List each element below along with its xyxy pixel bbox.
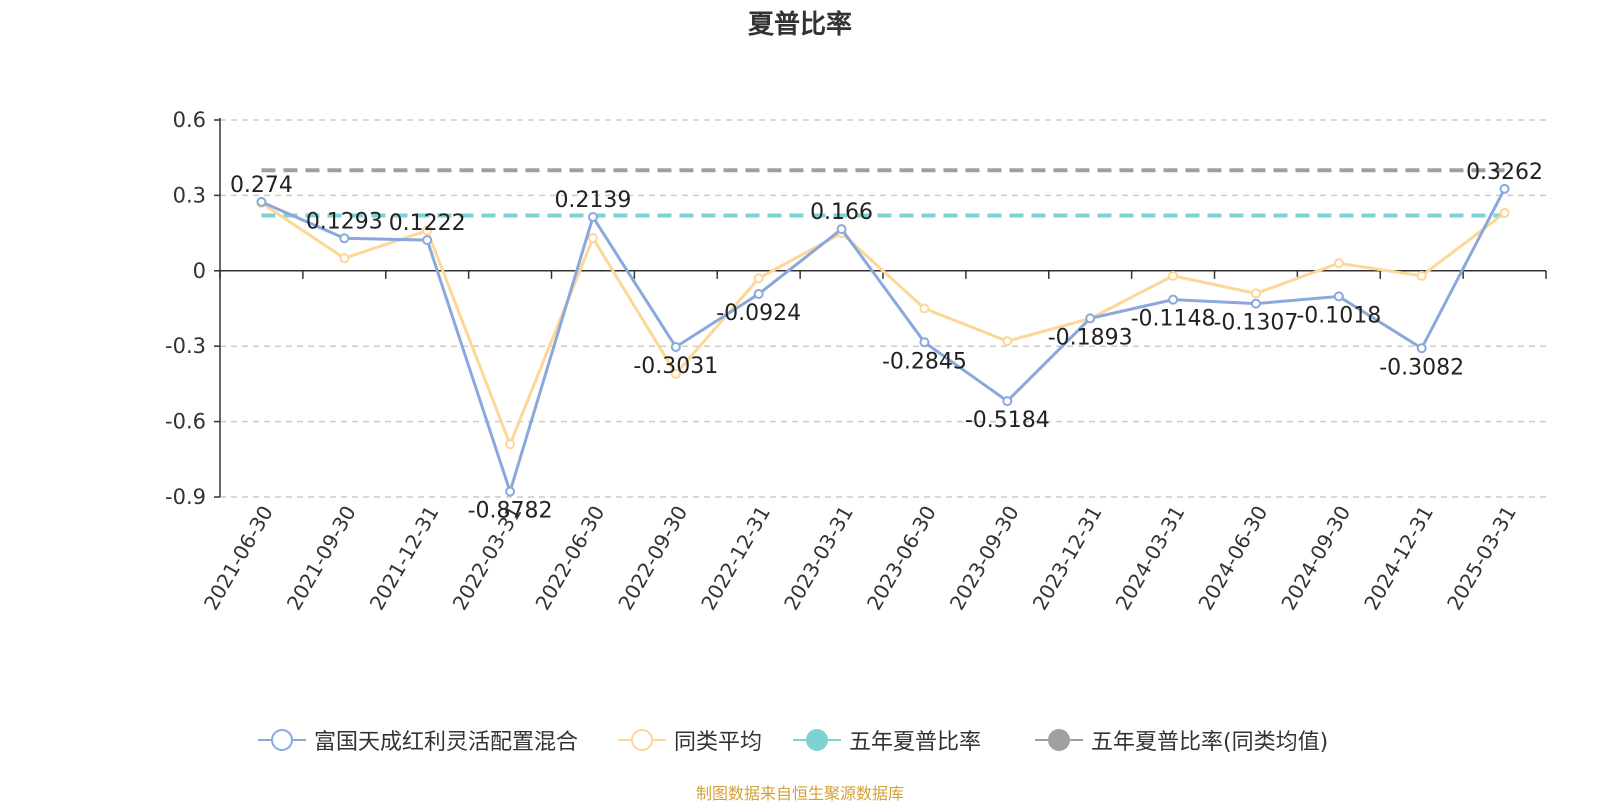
fund-point: [1250, 298, 1261, 309]
y-tick-label: 0: [193, 259, 206, 283]
x-tick-label: 2024-06-30: [1193, 502, 1272, 615]
y-tick-label: -0.3: [165, 334, 206, 358]
fund-point: [587, 212, 598, 223]
fund-point: [1085, 313, 1096, 324]
y-tick-label: -0.9: [165, 485, 206, 509]
peer-average-point: [1416, 270, 1427, 281]
legend: 富国天成红利灵活配置混合 同类平均 五年夏普比率 五年夏普比率(同类均值): [0, 720, 1600, 760]
legend-label-peer-average: 同类平均: [674, 730, 763, 755]
data-label: 0.166: [810, 200, 873, 225]
data-label: -0.5184: [965, 408, 1050, 433]
series-line-fund: [260, 188, 1506, 497]
legend-label-five-year-sharpe-peer: 五年夏普比率(同类均值): [1091, 730, 1329, 755]
peer-average-point: [505, 439, 516, 450]
data-label: -0.1018: [1296, 303, 1381, 328]
fund-point: [422, 235, 433, 246]
fund-point: [339, 233, 350, 244]
data-label: -0.2845: [882, 349, 967, 374]
source-note: 制图数据来自恒生聚源数据库: [695, 784, 904, 803]
fund-point: [753, 289, 764, 300]
x-tick-label: 2021-06-30: [199, 502, 278, 615]
x-tick-label: 2023-12-31: [1028, 502, 1107, 615]
legend-item-fund[interactable]: 富国天成红利灵活配置混合: [258, 720, 578, 760]
legend-item-peer-average[interactable]: 同类平均: [618, 720, 762, 760]
x-tick-label: 2023-09-30: [945, 502, 1024, 615]
data-label: 0.274: [230, 173, 293, 198]
fund-point: [919, 337, 930, 348]
fund-point: [670, 341, 681, 352]
fund-point: [505, 486, 516, 497]
x-tick-label: 2021-09-30: [282, 502, 361, 615]
peer-average-point: [422, 225, 433, 236]
x-tick-label: 2024-12-31: [1359, 502, 1438, 615]
data-label: -0.1893: [1048, 325, 1133, 350]
data-label: -0.0924: [716, 301, 801, 326]
series-line-peer-average: [260, 201, 1506, 449]
fund-point: [1333, 291, 1344, 302]
data-label: -0.3082: [1379, 355, 1464, 380]
peer-average-point: [919, 303, 930, 314]
x-tick-label: 2023-03-31: [779, 502, 858, 615]
data-label: -0.1148: [1131, 307, 1216, 332]
data-label: 0.2139: [554, 188, 631, 213]
y-tick-label: -0.6: [165, 410, 206, 434]
y-tick-label: 0.3: [173, 183, 206, 207]
fund-point: [1002, 396, 1013, 407]
data-label: 0.1222: [389, 211, 466, 236]
peer-average-point: [753, 273, 764, 284]
y-tick-label: 0.6: [173, 108, 206, 132]
x-tick-label: 2022-09-30: [613, 502, 692, 615]
legend-item-five-year-sharpe-peer[interactable]: 五年夏普比率(同类均值): [1035, 720, 1328, 760]
data-label: -0.8782: [468, 499, 553, 524]
x-tick-label: 2023-06-30: [862, 502, 941, 615]
data-label: 0.3262: [1466, 160, 1543, 185]
peer-average-point: [670, 368, 681, 379]
x-tick-label: 2024-03-31: [1110, 502, 1189, 615]
fund-point: [1416, 343, 1427, 354]
fund-point: [1168, 294, 1179, 305]
data-label: 0.1293: [306, 209, 383, 234]
fund-point: [836, 224, 847, 235]
peer-average-point: [339, 253, 350, 264]
legend-marker-five-year-sharpe: [793, 729, 841, 751]
data-label: -0.1307: [1213, 311, 1298, 336]
peer-average-point: [1250, 288, 1261, 299]
peer-average-point: [587, 233, 598, 244]
fund-point: [256, 196, 267, 207]
x-tick-label: 2021-12-31: [365, 502, 444, 615]
peer-average-point: [1333, 258, 1344, 269]
x-tick-label: 2025-03-31: [1442, 502, 1521, 615]
fund-point: [1499, 183, 1510, 194]
x-tick-label: 2024-09-30: [1276, 502, 1355, 615]
data-label: -0.3031: [633, 354, 718, 379]
legend-label-five-year-sharpe: 五年夏普比率: [849, 730, 982, 755]
legend-marker-fund: [258, 729, 306, 751]
legend-marker-five-year-sharpe-peer: [1035, 729, 1083, 751]
x-tick-label: 2022-12-31: [696, 502, 775, 615]
legend-item-five-year-sharpe[interactable]: 五年夏普比率: [793, 720, 981, 760]
chart-title: 夏普比率: [747, 10, 852, 40]
legend-marker-peer-average: [618, 729, 666, 751]
legend-label-fund: 富国天成红利灵活配置混合: [314, 730, 579, 755]
peer-average-point: [1499, 207, 1510, 218]
peer-average-point: [1002, 336, 1013, 347]
peer-average-point: [1168, 270, 1179, 281]
